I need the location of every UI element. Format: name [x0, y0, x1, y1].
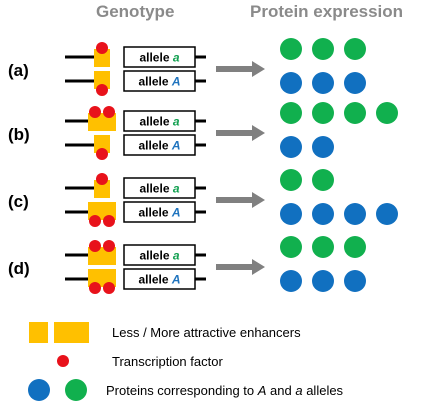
allele-label-A: allele A: [138, 206, 180, 220]
transcription-factor: [96, 42, 108, 54]
protein-a: [280, 38, 302, 60]
protein-A: [280, 270, 302, 292]
protein-a: [312, 169, 334, 191]
protein-A: [376, 203, 398, 225]
protein-a: [312, 38, 334, 60]
protein-a: [280, 169, 302, 191]
row-label: (c): [8, 192, 29, 211]
protein-A: [344, 270, 366, 292]
row-label: (b): [8, 125, 30, 144]
protein-A: [312, 203, 334, 225]
legend-more-attractive-enhancer: [54, 322, 89, 343]
protein-a: [344, 236, 366, 258]
protein-a: [376, 102, 398, 124]
legend-less-attractive-enhancer: [29, 322, 48, 343]
transcription-factor: [89, 106, 101, 118]
legend-protein-a: [65, 379, 87, 401]
transcription-factor: [103, 282, 115, 294]
allele-label-A: allele A: [138, 139, 180, 153]
transcription-factor: [96, 84, 108, 96]
transcription-factor: [96, 173, 108, 185]
transcription-factor: [89, 240, 101, 252]
legend-protein-A: [28, 379, 50, 401]
protein-A: [280, 136, 302, 158]
allele-label-A: allele A: [138, 75, 180, 89]
legend-proteins-text: Proteins corresponding to A and a allele…: [106, 383, 344, 398]
legend-enhancers-text: Less / More attractive enhancers: [112, 325, 301, 340]
legend-transcription-factor: [57, 355, 69, 367]
arrow: [216, 61, 265, 77]
transcription-factor: [103, 106, 115, 118]
protein-A: [344, 203, 366, 225]
protein-a: [344, 38, 366, 60]
allele-label-a: allele a: [139, 249, 179, 263]
allele-label-a: allele a: [139, 182, 179, 196]
row-2: (b) allele a allele A: [8, 102, 398, 160]
transcription-factor: [103, 240, 115, 252]
protein-A: [280, 203, 302, 225]
row-1: (a) allele a allele A: [8, 38, 366, 96]
transcription-factor: [96, 148, 108, 160]
row-label: (d): [8, 259, 30, 278]
protein-a: [312, 102, 334, 124]
protein-A: [280, 72, 302, 94]
transcription-factor: [89, 215, 101, 227]
allele-label-a: allele a: [139, 115, 179, 129]
legend: Less / More attractive enhancers Transcri…: [28, 322, 344, 401]
arrow: [216, 259, 265, 275]
arrow: [216, 192, 265, 208]
transcription-factor: [89, 282, 101, 294]
row-4: (d) allele a allele A: [8, 236, 366, 294]
transcription-factor: [103, 215, 115, 227]
protein-a: [280, 102, 302, 124]
allele-label-A: allele A: [138, 273, 180, 287]
protein-A: [344, 72, 366, 94]
protein-A: [312, 270, 334, 292]
protein-a: [344, 102, 366, 124]
arrow: [216, 125, 265, 141]
row-label: (a): [8, 61, 29, 80]
legend-tf-text: Transcription factor: [112, 354, 223, 369]
protein-A: [312, 72, 334, 94]
row-3: (c) allele a allele A: [8, 169, 398, 227]
allele-label-a: allele a: [139, 51, 179, 65]
protein-a: [312, 236, 334, 258]
protein-A: [312, 136, 334, 158]
protein-a: [280, 236, 302, 258]
